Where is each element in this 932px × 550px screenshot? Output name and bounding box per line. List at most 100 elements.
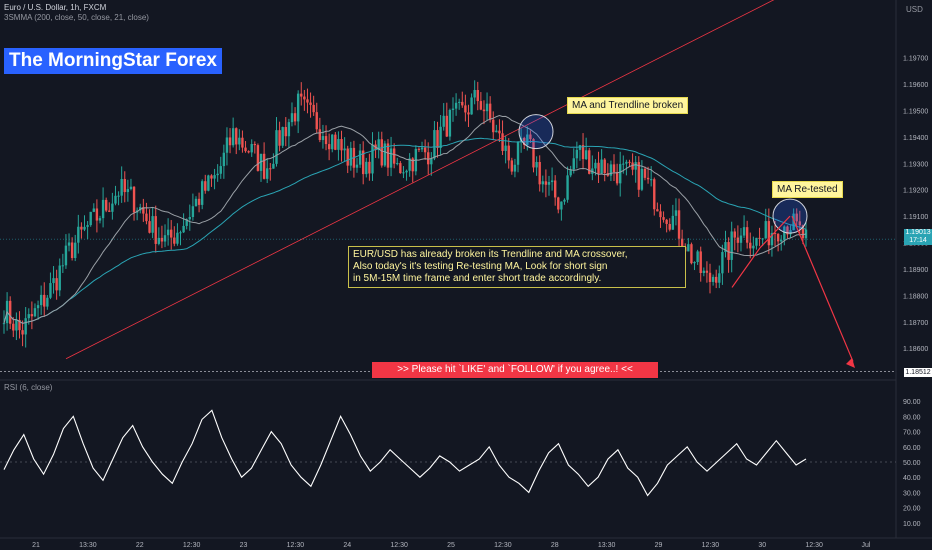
candle-body [755, 237, 758, 246]
candle-body [637, 162, 640, 190]
candle-body [687, 244, 690, 252]
candle-body [501, 133, 504, 151]
candle-body [61, 265, 65, 267]
candle-body [383, 143, 387, 166]
candle-body [795, 213, 798, 222]
candle-body [461, 101, 464, 106]
candle-body [476, 90, 479, 102]
candle-body [15, 319, 18, 331]
candle-body [244, 147, 247, 152]
candle-body [399, 163, 402, 174]
candle-body [736, 237, 740, 243]
time-tick-label: 30 [758, 542, 766, 549]
candle-body [690, 244, 693, 264]
price-tick-label: 1.19600 [903, 82, 928, 89]
candle-body [535, 162, 538, 168]
candle-body [420, 147, 424, 150]
candle-body [544, 181, 548, 185]
candle-body [529, 134, 532, 140]
candle-body [318, 129, 322, 140]
candle-body [532, 139, 535, 168]
candle-body [2, 323, 6, 325]
rsi-tick-label: 20.00 [903, 506, 921, 513]
candle-body [368, 161, 371, 174]
candle-body [157, 237, 161, 244]
candle-body [83, 226, 86, 230]
candle-body [423, 147, 427, 153]
candle-body [674, 210, 678, 216]
candle-body [111, 203, 114, 212]
candle-body [8, 300, 12, 324]
candle-body [49, 283, 52, 298]
candle-body [615, 172, 619, 184]
currency-label: USD [906, 5, 923, 14]
candle-body [216, 173, 219, 176]
candle-body [662, 217, 665, 220]
candle-body [402, 172, 405, 174]
candle-body [58, 265, 61, 291]
candle-body [442, 115, 445, 127]
candle-body [699, 251, 702, 274]
candle-body [427, 152, 430, 165]
candle-body [337, 139, 340, 150]
analysis-note: EUR/USD has already broken its Trendline… [348, 246, 686, 288]
callout-ma-trendline: MA and Trendline broken [567, 97, 689, 114]
candle-body [126, 189, 130, 193]
candle-body [767, 221, 771, 246]
time-tick-label: 28 [551, 542, 559, 549]
candle-body [680, 238, 684, 247]
candle-body [64, 245, 68, 266]
candle-body [510, 160, 514, 172]
candle-body [541, 181, 544, 185]
candle-body [272, 163, 275, 169]
candle-body [702, 270, 706, 274]
candle-body [284, 127, 287, 137]
candle-body [798, 221, 802, 226]
candle-body [95, 208, 99, 221]
candle-body [43, 294, 46, 307]
candle-body [253, 144, 257, 146]
candle-body [646, 177, 650, 180]
candle-body [749, 242, 752, 249]
candle-body [566, 175, 569, 200]
candle-body [327, 144, 331, 150]
candle-body [67, 242, 71, 246]
candle-body [89, 211, 92, 226]
time-tick-label: Jul [862, 542, 871, 549]
price-tick-label: 1.19300 [903, 161, 928, 168]
candle-body [269, 168, 272, 170]
candle-body [739, 235, 743, 243]
candle-body [120, 179, 123, 196]
candle-body [74, 242, 77, 259]
projection-arrow-head [846, 358, 855, 369]
pullback-path [731, 215, 791, 288]
candle-body [603, 159, 606, 174]
time-tick-label: 23 [240, 542, 248, 549]
candle-body [665, 219, 668, 224]
candle-body [485, 103, 489, 112]
price-tick-label: 1.19500 [903, 108, 928, 115]
ma-200-line [3, 137, 807, 324]
time-tick-label: 29 [655, 542, 663, 549]
candle-body [594, 162, 597, 169]
candle-body [804, 229, 808, 239]
candle-body [358, 150, 362, 165]
candle-body [396, 163, 399, 165]
candle-body [727, 242, 730, 260]
candle-body [266, 168, 269, 179]
candle-body [12, 323, 15, 331]
candle-body [433, 130, 436, 159]
candle-body [312, 104, 315, 113]
projection-arrow [791, 215, 854, 362]
candle-body [343, 148, 346, 151]
candle-body [745, 227, 749, 243]
candle-body [142, 207, 145, 214]
candle-body [371, 144, 374, 174]
symbol-title: Euro / U.S. Dollar, 1h, FXCM [4, 3, 107, 12]
candle-body [160, 237, 164, 242]
candle-body [179, 232, 182, 234]
candle-body [451, 108, 455, 110]
candle-body [259, 153, 263, 171]
rsi-tick-label: 60.00 [903, 445, 921, 452]
